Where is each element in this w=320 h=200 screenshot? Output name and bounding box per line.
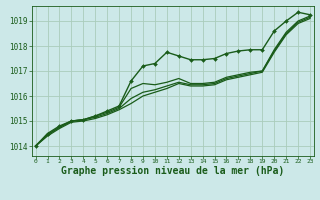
- X-axis label: Graphe pression niveau de la mer (hPa): Graphe pression niveau de la mer (hPa): [61, 166, 284, 176]
